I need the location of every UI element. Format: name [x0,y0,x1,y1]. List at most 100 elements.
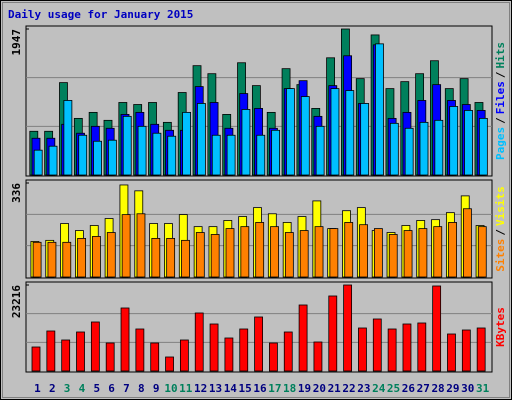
bar [283,331,293,372]
bar [195,232,205,278]
legend-entry: Visits [494,186,507,226]
x-tick-label: 7 [123,382,130,395]
bar [448,222,457,278]
x-tick-label: 21 [328,382,342,395]
bar [270,226,279,278]
bar [179,339,189,372]
bar [328,295,338,372]
bar [299,230,309,278]
bar [107,139,117,176]
x-tick-label: 5 [93,382,100,395]
y-tick-label: 336 [10,183,23,203]
legend: Pages / Files / Hits [494,42,507,160]
bar [359,224,368,278]
x-tick-label: 17 [268,382,281,395]
bar [32,241,42,278]
x-tick-label: 12 [194,382,207,395]
bar [106,232,116,278]
bar [344,222,354,278]
bar [256,134,266,176]
bar [358,327,367,372]
bar [46,330,56,372]
bar [403,230,413,278]
bar [240,226,250,278]
bar [315,125,325,176]
legend-entry: Hits [494,42,507,69]
bar [375,43,384,176]
legend-entry: Pages [494,127,507,160]
bar [313,341,323,372]
bar [182,111,191,176]
bar [300,96,310,176]
x-tick-label: 22 [342,382,355,395]
bar [77,237,87,278]
x-tick-label: 20 [313,382,326,395]
x-tick-label: 1 [34,382,41,395]
bar [255,222,265,278]
bar [449,106,459,176]
bar [181,239,190,278]
x-tick-label: 16 [253,382,267,395]
bar [137,125,147,176]
bar [105,342,115,372]
bar [314,226,324,278]
bar [239,328,249,372]
x-tick-label: 24 [372,382,386,395]
bar [464,110,473,176]
bar [209,323,219,372]
bar [434,119,444,176]
x-tick-label: 11 [179,382,193,395]
bar [478,117,488,176]
bar [121,214,131,278]
bar [76,331,85,372]
bar [269,342,278,372]
bar [241,109,251,176]
bar [120,307,130,372]
bar [343,284,353,372]
bar [372,318,382,372]
bar [271,129,281,176]
bar [47,241,57,278]
y-tick-label: 23216 [10,285,23,318]
bar [152,132,162,176]
x-tick-label: 15 [239,382,252,395]
bar [151,237,161,278]
bar [461,329,471,372]
x-tick-label: 29 [446,382,459,395]
x-tick-label: 14 [224,382,238,395]
bar [166,237,176,278]
bar [254,316,263,372]
bar [402,323,412,372]
legend: KBytes [494,307,507,347]
chart-title: Daily usage for January 2015 [8,8,193,21]
legend: Sites / Visits [494,186,507,272]
bar [225,228,235,278]
x-tick-label: 23 [357,382,370,395]
x-tick-label: 3 [64,382,71,395]
x-tick-label: 6 [108,382,115,395]
x-tick-label: 13 [209,382,222,395]
bar [122,115,132,176]
bar [419,121,429,176]
x-tick-label: 25 [387,382,400,395]
bar [298,304,308,372]
bar [165,356,174,372]
bar [194,312,204,372]
bar [48,145,58,176]
legend-entry: Files [494,81,507,114]
bar [135,328,145,372]
x-tick-label: 18 [283,382,296,395]
bar [61,339,71,372]
bar [329,228,339,278]
bar [447,333,456,372]
bar [93,140,102,176]
bar [62,241,72,278]
bar [286,88,295,176]
x-tick-label: 10 [164,382,177,395]
legend-separator: / [494,71,507,78]
bar [433,226,443,278]
bar [226,134,236,176]
x-tick-label: 4 [79,382,86,395]
x-tick-label: 2 [49,382,56,395]
